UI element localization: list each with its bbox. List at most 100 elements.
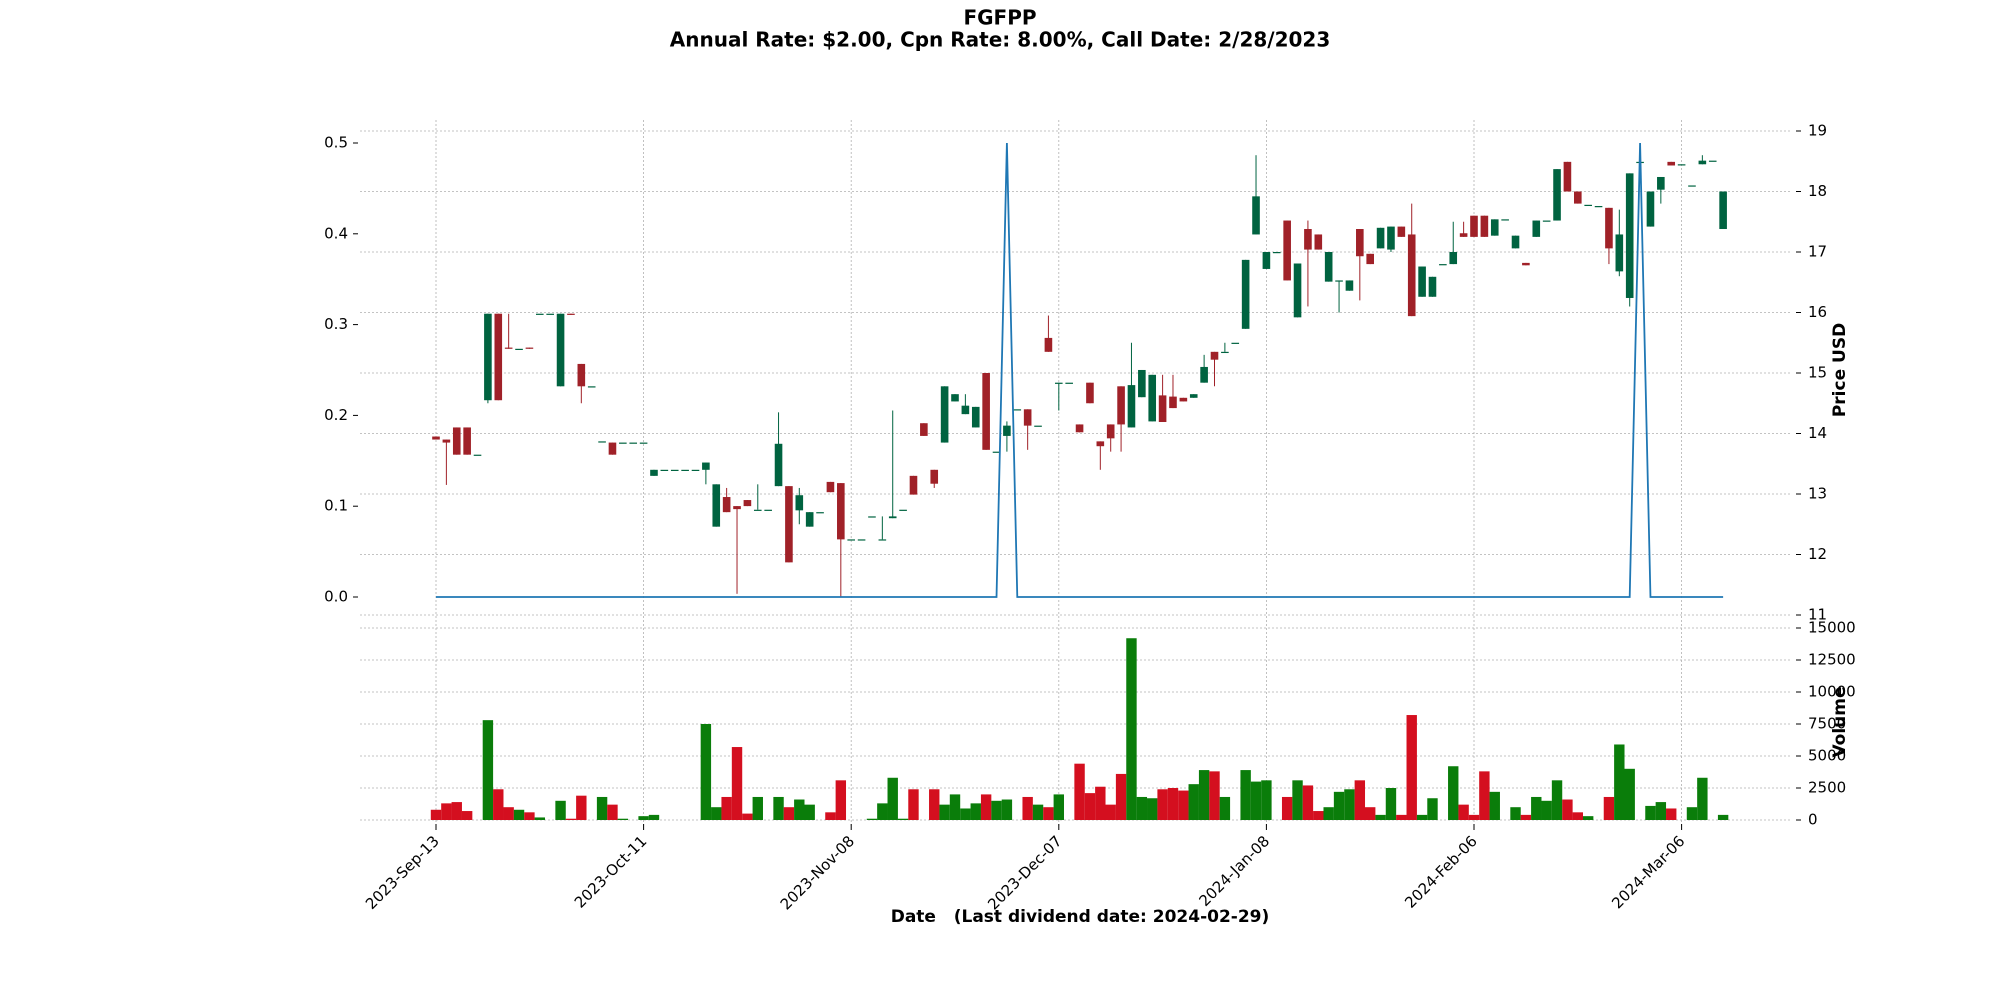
candle-body: [1418, 266, 1426, 297]
y-tick-label: 18: [1808, 182, 1827, 200]
candle-body: [753, 509, 762, 511]
x-tick-label: 2023-Sep-13: [362, 832, 443, 913]
candle-body: [577, 363, 586, 387]
volume-bar: [1240, 770, 1251, 820]
volume-bar: [596, 796, 608, 820]
volume-bar: [1717, 814, 1729, 820]
volume-bar: [1406, 715, 1417, 820]
volume-bar: [1385, 788, 1397, 820]
volume-tick-label: 0: [1808, 811, 1818, 829]
volume-bar: [1354, 780, 1366, 820]
candle-body: [982, 373, 990, 450]
volume-bar: [991, 800, 1002, 820]
y-tick-label: 16: [1808, 303, 1827, 321]
candle-body: [795, 495, 804, 511]
volume-bar: [648, 814, 660, 820]
candle-body: [837, 483, 845, 540]
candle-body: [1449, 252, 1458, 265]
volume-bar: [1686, 807, 1698, 820]
volume-bar: [1022, 796, 1033, 820]
y2-tick-label: 0.2: [324, 406, 348, 424]
candle-body: [1293, 263, 1302, 318]
candle-body: [587, 386, 596, 388]
candle-body: [1646, 191, 1655, 227]
volume-bar: [555, 800, 566, 820]
candle-body: [1594, 206, 1603, 208]
chart-title: FGFPP: [963, 6, 1036, 30]
volume-bar: [1147, 798, 1158, 820]
candle-body: [1210, 351, 1219, 360]
volume-bar: [1178, 790, 1189, 820]
candle-body: [1106, 424, 1115, 439]
candle-body: [1148, 374, 1157, 422]
volume-bar: [1126, 638, 1137, 820]
volume-bar: [1115, 773, 1127, 820]
volume-bar: [1209, 771, 1220, 820]
candle-body: [1283, 220, 1291, 281]
candle-body: [764, 509, 772, 511]
volume-bar: [1375, 814, 1386, 820]
volume-bar: [565, 818, 577, 820]
volume-bar: [960, 808, 971, 820]
volume-bar: [1261, 780, 1272, 820]
volume-bar: [638, 816, 649, 820]
candle-body: [1221, 351, 1229, 354]
volume-bar: [1603, 796, 1615, 820]
candle-body: [691, 469, 700, 471]
candle-body: [1439, 264, 1447, 266]
volume-bar: [794, 799, 805, 820]
volume-bar: [1333, 791, 1345, 820]
y-tick-label: 15: [1808, 364, 1827, 382]
candle-body: [805, 512, 814, 527]
volume-bar: [877, 803, 888, 820]
volume-bar: [1520, 814, 1532, 820]
candle-body: [546, 313, 554, 315]
y-tick-label: 13: [1808, 485, 1827, 503]
volume-bar: [1167, 788, 1179, 820]
candle-body: [567, 313, 575, 315]
volume-bar: [835, 780, 847, 820]
candle-body: [1231, 342, 1240, 344]
candle-body: [1003, 425, 1011, 436]
candle-body: [1262, 252, 1271, 269]
volume-bar: [1344, 789, 1355, 820]
candle-body: [1480, 215, 1489, 237]
volume-bar: [887, 777, 898, 820]
volume-bar: [721, 796, 732, 820]
candle-body: [1127, 385, 1136, 428]
volume-bar: [1427, 798, 1438, 820]
volume-bar: [1095, 786, 1106, 820]
volume-bar: [700, 724, 712, 820]
volume-bar: [908, 789, 919, 820]
volume-tick-label: 15000: [1808, 619, 1856, 637]
x-tick-label: 2024-Feb-06: [1401, 832, 1481, 912]
candle-body: [712, 484, 721, 527]
volume-bar: [1479, 771, 1490, 820]
volume-bar: [1666, 808, 1677, 820]
candle-body: [639, 442, 648, 444]
volume-bar: [866, 818, 878, 820]
candle-body: [1719, 191, 1727, 230]
candle-body: [660, 469, 669, 471]
candle-body: [1324, 252, 1333, 282]
candle-body: [868, 516, 876, 518]
volume-bar: [1219, 796, 1231, 820]
candle-body: [1625, 173, 1634, 298]
x-tick-label: 2023-Oct-11: [571, 832, 651, 912]
volume-bar: [513, 809, 525, 820]
candle-body: [1158, 395, 1167, 423]
candle-body: [1189, 394, 1198, 398]
volume-tick-label: 12500: [1808, 651, 1856, 669]
volume-bar: [1489, 791, 1500, 820]
candle-body: [1563, 161, 1572, 192]
candle-body: [1200, 366, 1208, 383]
candle-body: [733, 506, 741, 510]
candle-body: [525, 347, 534, 349]
candle-body: [1688, 185, 1696, 187]
volume-bar: [1053, 794, 1064, 820]
candle-body: [1698, 160, 1707, 165]
volume-bar: [1655, 802, 1667, 820]
volume-bar: [711, 807, 722, 820]
candle-body: [743, 500, 752, 507]
candle-body: [992, 451, 1001, 453]
